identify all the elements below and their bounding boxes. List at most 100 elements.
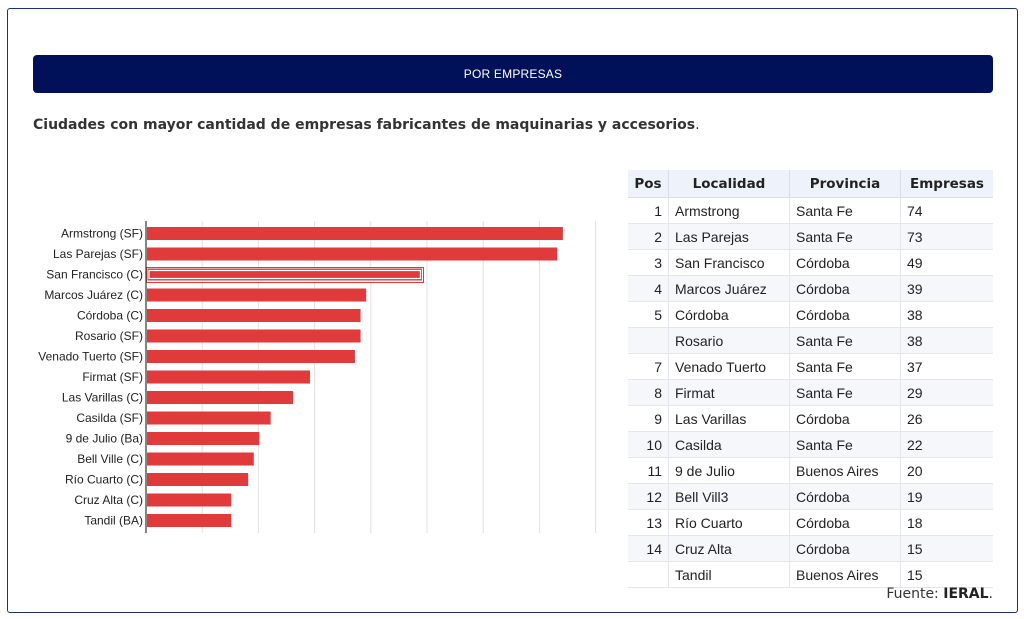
cell-pos: 7	[628, 353, 669, 380]
bar-highlight-outline	[148, 269, 421, 280]
table-row: 10 Casilda Santa Fe 22	[628, 431, 993, 458]
cell-pos: 9	[628, 405, 669, 432]
table-row: 8 Firmat Santa Fe 29	[628, 379, 993, 406]
header-pos: Pos	[628, 170, 669, 198]
table-row: 7 Venado Tuerto Santa Fe 37	[628, 353, 993, 380]
bar[interactable]	[147, 247, 558, 261]
cell-provincia: Santa Fe	[789, 327, 901, 354]
cell-pos: 4	[628, 275, 669, 302]
section-title: POR EMPRESAS	[463, 67, 563, 81]
cell-empresas: 37	[900, 353, 993, 380]
table-row: 1 Armstrong Santa Fe 74	[628, 197, 993, 224]
source-period: .	[988, 586, 993, 602]
table-row: Rosario Santa Fe 38	[628, 327, 993, 354]
cell-provincia: Santa Fe	[789, 379, 901, 406]
cell-provincia: Santa Fe	[789, 197, 901, 224]
cell-localidad: Firmat	[668, 379, 790, 406]
cell-empresas: 38	[900, 327, 993, 354]
table-row: 12 Bell Vill3 Córdoba 19	[628, 483, 993, 510]
cell-localidad: Marcos Juárez	[668, 275, 790, 302]
cell-pos: 14	[628, 535, 669, 562]
bar[interactable]	[147, 473, 249, 486]
bar[interactable]	[147, 370, 310, 384]
category-label: Las Parejas (SF)	[53, 247, 143, 261]
source-note: Fuente: IERAL.	[886, 586, 993, 602]
cell-localidad: Rosario	[668, 327, 790, 354]
cell-empresas: 18	[900, 509, 993, 536]
table-row: 9 Las Varillas Córdoba 26	[628, 405, 993, 432]
cell-localidad: Casilda	[668, 431, 790, 458]
cell-pos: 2	[628, 223, 669, 250]
cell-provincia: Buenos Aires	[789, 457, 901, 484]
cell-empresas: 19	[900, 483, 993, 510]
category-label: Venado Tuerto (SF)	[38, 350, 143, 364]
cell-empresas: 39	[900, 275, 993, 302]
cell-provincia: Córdoba	[789, 535, 901, 562]
category-label: Cruz Alta (C)	[74, 493, 143, 507]
source-label: Fuente:	[886, 586, 944, 602]
ranking-table-wrapper: Pos Localidad Provincia Empresas 1 Armstr…	[628, 170, 993, 588]
bar[interactable]	[147, 329, 361, 343]
bar[interactable]	[147, 452, 254, 466]
category-label: Bell Ville (C)	[77, 452, 143, 466]
cell-pos	[628, 327, 669, 354]
cell-pos: 12	[628, 483, 669, 510]
bar[interactable]	[147, 493, 232, 507]
category-label: Firmat (SF)	[82, 370, 143, 384]
category-label: 9 de Julio (Ba)	[66, 432, 143, 446]
table-row: 4 Marcos Juárez Córdoba 39	[628, 275, 993, 302]
cell-localidad: Cruz Alta	[668, 535, 790, 562]
category-label: Las Varillas (C)	[62, 391, 143, 405]
cell-pos: 10	[628, 431, 669, 458]
header-localidad: Localidad	[668, 170, 790, 198]
bar[interactable]	[147, 350, 355, 363]
cell-localidad: Bell Vill3	[668, 483, 790, 510]
cell-empresas: 22	[900, 431, 993, 458]
table-row: 13 Río Cuarto Córdoba 18	[628, 509, 993, 536]
bar[interactable]	[147, 288, 367, 302]
section-header: POR EMPRESAS	[33, 55, 993, 93]
table-row: 11 9 de Julio Buenos Aires 20	[628, 457, 993, 484]
bar[interactable]	[146, 267, 423, 282]
subtitle-text: Ciudades con mayor cantidad de empresas …	[33, 117, 696, 133]
cell-localidad: Armstrong	[668, 197, 790, 224]
cell-provincia: Santa Fe	[789, 431, 901, 458]
cell-empresas: 38	[900, 301, 993, 328]
cell-localidad: Tandil	[668, 561, 790, 588]
cell-localidad: Río Cuarto	[668, 509, 790, 536]
category-label: San Francisco (C)	[46, 268, 143, 282]
category-label: Río Cuarto (C)	[65, 473, 143, 487]
cell-provincia: Córdoba	[789, 509, 901, 536]
bar[interactable]	[147, 432, 260, 445]
cell-localidad: 9 de Julio	[668, 457, 790, 484]
cell-provincia: Santa Fe	[789, 353, 901, 380]
cell-empresas: 29	[900, 379, 993, 406]
bar[interactable]	[147, 411, 271, 425]
subtitle-period: .	[695, 117, 700, 133]
cell-empresas: 15	[900, 535, 993, 562]
bar[interactable]	[147, 514, 232, 527]
cell-provincia: Córdoba	[789, 249, 901, 276]
chart-subtitle: Ciudades con mayor cantidad de empresas …	[33, 117, 700, 133]
ranking-table: Pos Localidad Provincia Empresas 1 Armstr…	[628, 170, 993, 588]
category-label: Córdoba (C)	[77, 309, 143, 323]
cell-pos: 5	[628, 301, 669, 328]
category-label: Rosario (SF)	[75, 329, 143, 343]
cell-provincia: Córdoba	[789, 483, 901, 510]
cell-provincia: Buenos Aires	[789, 561, 901, 588]
cell-provincia: Córdoba	[789, 301, 901, 328]
table-row: 14 Cruz Alta Córdoba 15	[628, 535, 993, 562]
cell-localidad: Las Varillas	[668, 405, 790, 432]
bar[interactable]	[147, 391, 294, 404]
cell-provincia: Santa Fe	[789, 223, 901, 250]
bar-chart: Armstrong (SF) Las Parejas (SF) San Franci…	[38, 221, 597, 533]
cell-empresas: 20	[900, 457, 993, 484]
cell-pos: 1	[628, 197, 669, 224]
table-header-row: Pos Localidad Provincia Empresas	[628, 170, 993, 198]
cell-pos: 3	[628, 249, 669, 276]
category-label: Tandil (BA)	[84, 514, 143, 528]
category-label: Marcos Juárez (C)	[44, 288, 143, 302]
cell-empresas: 73	[900, 223, 993, 250]
bar[interactable]	[147, 309, 361, 322]
bar[interactable]	[147, 227, 563, 240]
